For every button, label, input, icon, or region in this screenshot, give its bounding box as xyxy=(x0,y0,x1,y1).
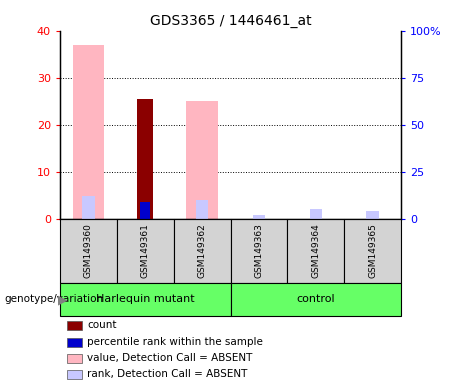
Text: count: count xyxy=(87,320,117,330)
Bar xyxy=(309,209,322,218)
Bar xyxy=(82,196,95,218)
Bar xyxy=(67,354,82,363)
Bar xyxy=(230,218,287,283)
Text: GSM149363: GSM149363 xyxy=(254,223,263,278)
Text: GSM149365: GSM149365 xyxy=(368,223,377,278)
Bar xyxy=(67,338,82,347)
Text: rank, Detection Call = ABSENT: rank, Detection Call = ABSENT xyxy=(87,369,248,379)
Bar xyxy=(73,45,104,218)
Bar xyxy=(60,283,230,316)
Text: ▶: ▶ xyxy=(58,293,67,306)
Bar xyxy=(366,211,379,218)
Text: GSM149361: GSM149361 xyxy=(141,223,150,278)
Bar xyxy=(196,200,208,218)
Bar xyxy=(67,321,82,330)
Text: value, Detection Call = ABSENT: value, Detection Call = ABSENT xyxy=(87,353,253,363)
Text: genotype/variation: genotype/variation xyxy=(5,295,104,305)
Text: percentile rank within the sample: percentile rank within the sample xyxy=(87,337,263,347)
Bar xyxy=(137,99,153,218)
Bar xyxy=(230,283,401,316)
Bar xyxy=(117,218,174,283)
Bar xyxy=(287,218,344,283)
Bar xyxy=(140,202,150,218)
Text: GSM149360: GSM149360 xyxy=(84,223,93,278)
Bar xyxy=(60,218,117,283)
Text: GSM149362: GSM149362 xyxy=(198,223,207,278)
Text: control: control xyxy=(296,295,335,305)
Title: GDS3365 / 1446461_at: GDS3365 / 1446461_at xyxy=(150,14,311,28)
Bar xyxy=(253,215,265,218)
Text: GSM149364: GSM149364 xyxy=(311,223,320,278)
Bar xyxy=(67,370,82,379)
Bar xyxy=(174,218,230,283)
Text: Harlequin mutant: Harlequin mutant xyxy=(96,295,195,305)
Bar xyxy=(186,101,218,218)
Bar xyxy=(344,218,401,283)
